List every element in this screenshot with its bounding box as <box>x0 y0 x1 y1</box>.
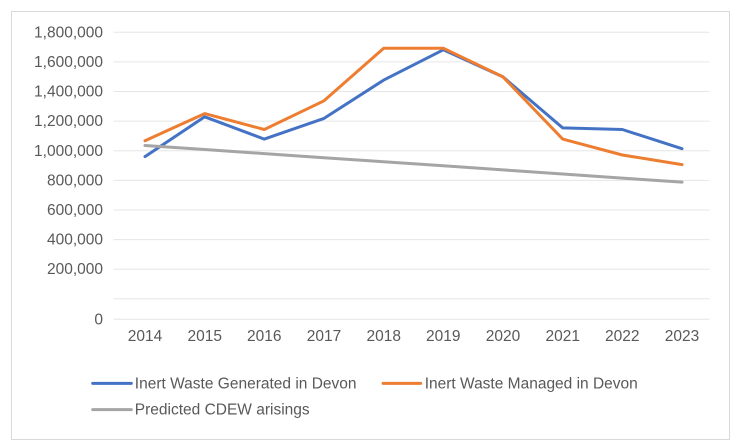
svg-text:1,400,000: 1,400,000 <box>34 84 103 101</box>
svg-text:2014: 2014 <box>128 328 163 345</box>
svg-text:2017: 2017 <box>307 328 341 345</box>
svg-text:2016: 2016 <box>247 328 281 345</box>
svg-text:2022: 2022 <box>605 328 639 345</box>
svg-text:400,000: 400,000 <box>47 232 103 249</box>
svg-text:Inert Waste Generated in Devon: Inert Waste Generated in Devon <box>135 375 357 392</box>
svg-text:800,000: 800,000 <box>47 172 103 189</box>
svg-text:1,200,000: 1,200,000 <box>34 113 103 130</box>
svg-text:Predicted CDEW arisings: Predicted CDEW arisings <box>135 402 310 419</box>
svg-text:2015: 2015 <box>187 328 221 345</box>
svg-text:600,000: 600,000 <box>47 202 103 219</box>
svg-text:0: 0 <box>94 311 103 328</box>
svg-text:2020: 2020 <box>486 328 521 345</box>
svg-text:200,000: 200,000 <box>47 261 103 278</box>
svg-text:2019: 2019 <box>426 328 460 345</box>
svg-text:2018: 2018 <box>366 328 400 345</box>
svg-text:1,000,000: 1,000,000 <box>34 143 103 160</box>
svg-text:1,800,000: 1,800,000 <box>34 24 103 41</box>
svg-text:1,600,000: 1,600,000 <box>34 54 103 71</box>
svg-text:2023: 2023 <box>665 328 699 345</box>
svg-text:Inert Waste Managed in Devon: Inert Waste Managed in Devon <box>425 375 638 392</box>
svg-text:2021: 2021 <box>545 328 579 345</box>
